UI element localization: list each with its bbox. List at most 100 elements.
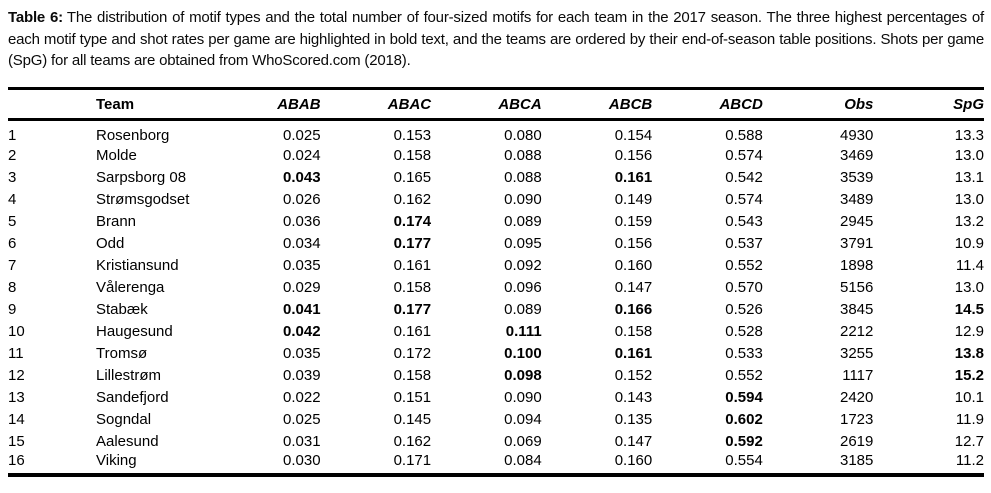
value-cell: 0.156 — [614, 234, 653, 252]
col-header-rank — [8, 88, 96, 121]
value-cell: 0.100 — [504, 344, 542, 362]
value-cell: 0.042 — [283, 322, 321, 340]
rank-cell: 5 — [8, 212, 17, 230]
value-cell: 0.135 — [614, 410, 653, 428]
value-cell: 3539 — [840, 168, 874, 186]
value-cell: 5156 — [840, 278, 874, 296]
value-cell: 0.080 — [504, 127, 542, 144]
table-row: 11 Tromsø 0.035 0.172 0.100 0.161 0.533 3255 13.… — [8, 342, 984, 364]
value-cell: 0.043 — [283, 168, 321, 186]
table-row: 10 Haugesund 0.042 0.161 0.111 0.158 0.528 2212… — [8, 320, 984, 342]
table-row: 1 Rosenborg 0.025 0.153 0.080 0.154 0.588 4930 1… — [8, 120, 984, 144]
col-header-team: Team — [96, 88, 210, 121]
value-cell: 3845 — [840, 300, 874, 318]
value-cell: 0.159 — [614, 212, 653, 230]
value-cell: 0.172 — [393, 344, 432, 362]
value-cell: 0.158 — [393, 366, 432, 384]
rank-cell: 7 — [8, 256, 17, 274]
value-cell: 3469 — [840, 146, 874, 164]
value-cell: 0.026 — [283, 190, 321, 208]
rank-cell: 6 — [8, 234, 17, 252]
value-cell: 0.526 — [725, 300, 763, 318]
value-cell: 0.162 — [393, 432, 432, 450]
value-cell: 0.158 — [614, 322, 653, 340]
team-cell: Kristiansund — [96, 256, 179, 274]
value-cell: 0.161 — [393, 322, 432, 340]
value-cell: 0.533 — [725, 344, 763, 362]
value-cell: 0.161 — [614, 168, 653, 186]
value-cell: 0.592 — [725, 432, 763, 450]
value-cell: 0.022 — [283, 388, 321, 406]
col-header-abca: ABCA — [431, 88, 542, 121]
value-cell: 0.090 — [504, 190, 542, 208]
value-cell: 13.0 — [954, 146, 984, 164]
team-cell: Vålerenga — [96, 278, 165, 296]
value-cell: 0.039 — [283, 366, 321, 384]
value-cell: 0.041 — [283, 300, 321, 318]
value-cell: 13.3 — [954, 127, 984, 144]
value-cell: 0.029 — [283, 278, 321, 296]
rank-cell: 14 — [8, 410, 25, 428]
value-cell: 11.2 — [955, 452, 984, 469]
value-cell: 2212 — [840, 322, 874, 340]
value-cell: 11.4 — [955, 256, 984, 274]
value-cell: 0.024 — [283, 146, 321, 164]
value-cell: 0.537 — [725, 234, 763, 252]
value-cell: 0.165 — [393, 168, 432, 186]
value-cell: 3791 — [840, 234, 874, 252]
value-cell: 0.031 — [283, 432, 321, 450]
value-cell: 13.8 — [954, 344, 984, 362]
col-header-abab: ABAB — [210, 88, 321, 121]
value-cell: 3185 — [840, 452, 874, 469]
value-cell: 0.090 — [504, 388, 542, 406]
value-cell: 0.574 — [725, 190, 763, 208]
value-cell: 15.2 — [954, 366, 984, 384]
team-cell: Sogndal — [96, 410, 152, 428]
team-cell: Tromsø — [96, 344, 148, 362]
value-cell: 0.543 — [725, 212, 763, 230]
value-cell: 0.098 — [504, 366, 542, 384]
table-row: 15 Aalesund 0.031 0.162 0.069 0.147 0.592 2619 1… — [8, 430, 984, 452]
value-cell: 0.161 — [393, 256, 432, 274]
value-cell: 0.034 — [283, 234, 321, 252]
value-cell: 0.158 — [393, 146, 432, 164]
value-cell: 0.035 — [283, 344, 321, 362]
value-cell: 0.552 — [725, 366, 763, 384]
team-cell: Sarpsborg 08 — [96, 168, 187, 186]
team-cell: Strømsgodset — [96, 190, 190, 208]
value-cell: 0.147 — [614, 432, 653, 450]
team-cell: Odd — [96, 234, 125, 252]
table-body: 1 Rosenborg 0.025 0.153 0.080 0.154 0.588 4930 1… — [8, 120, 984, 476]
value-cell: 0.143 — [614, 388, 653, 406]
value-cell: 0.094 — [504, 410, 542, 428]
table-row: 9 Stabæk 0.041 0.177 0.089 0.166 0.526 3845 14.5 — [8, 298, 984, 320]
value-cell: 0.542 — [725, 168, 763, 186]
value-cell: 0.089 — [504, 300, 542, 318]
rank-cell: 11 — [8, 344, 24, 362]
value-cell: 0.177 — [393, 300, 432, 318]
value-cell: 1898 — [840, 256, 874, 274]
value-cell: 0.602 — [725, 410, 763, 428]
value-cell: 0.552 — [725, 256, 763, 274]
rank-cell: 12 — [8, 366, 25, 384]
value-cell: 0.588 — [725, 127, 763, 144]
rank-cell: 15 — [8, 432, 25, 450]
value-cell: 2945 — [840, 212, 874, 230]
value-cell: 0.166 — [614, 300, 653, 318]
team-cell: Brann — [96, 212, 137, 230]
value-cell: 0.111 — [505, 322, 542, 340]
col-header-obs: Obs — [762, 88, 874, 121]
value-cell: 0.554 — [725, 452, 763, 469]
team-cell: Molde — [96, 146, 137, 164]
value-cell: 12.7 — [954, 432, 984, 450]
value-cell: 0.084 — [504, 452, 542, 469]
table-row: 6 Odd 0.034 0.177 0.095 0.156 0.537 3791 10.9 — [8, 232, 984, 254]
value-cell: 0.145 — [393, 410, 432, 428]
table-row: 7 Kristiansund 0.035 0.161 0.092 0.160 0.552 18… — [8, 254, 984, 276]
value-cell: 0.174 — [393, 212, 432, 230]
value-cell: 0.158 — [393, 278, 432, 296]
value-cell: 0.171 — [393, 452, 432, 469]
value-cell: 10.1 — [954, 388, 984, 406]
team-cell: Viking — [96, 452, 137, 469]
rank-cell: 3 — [8, 168, 17, 186]
